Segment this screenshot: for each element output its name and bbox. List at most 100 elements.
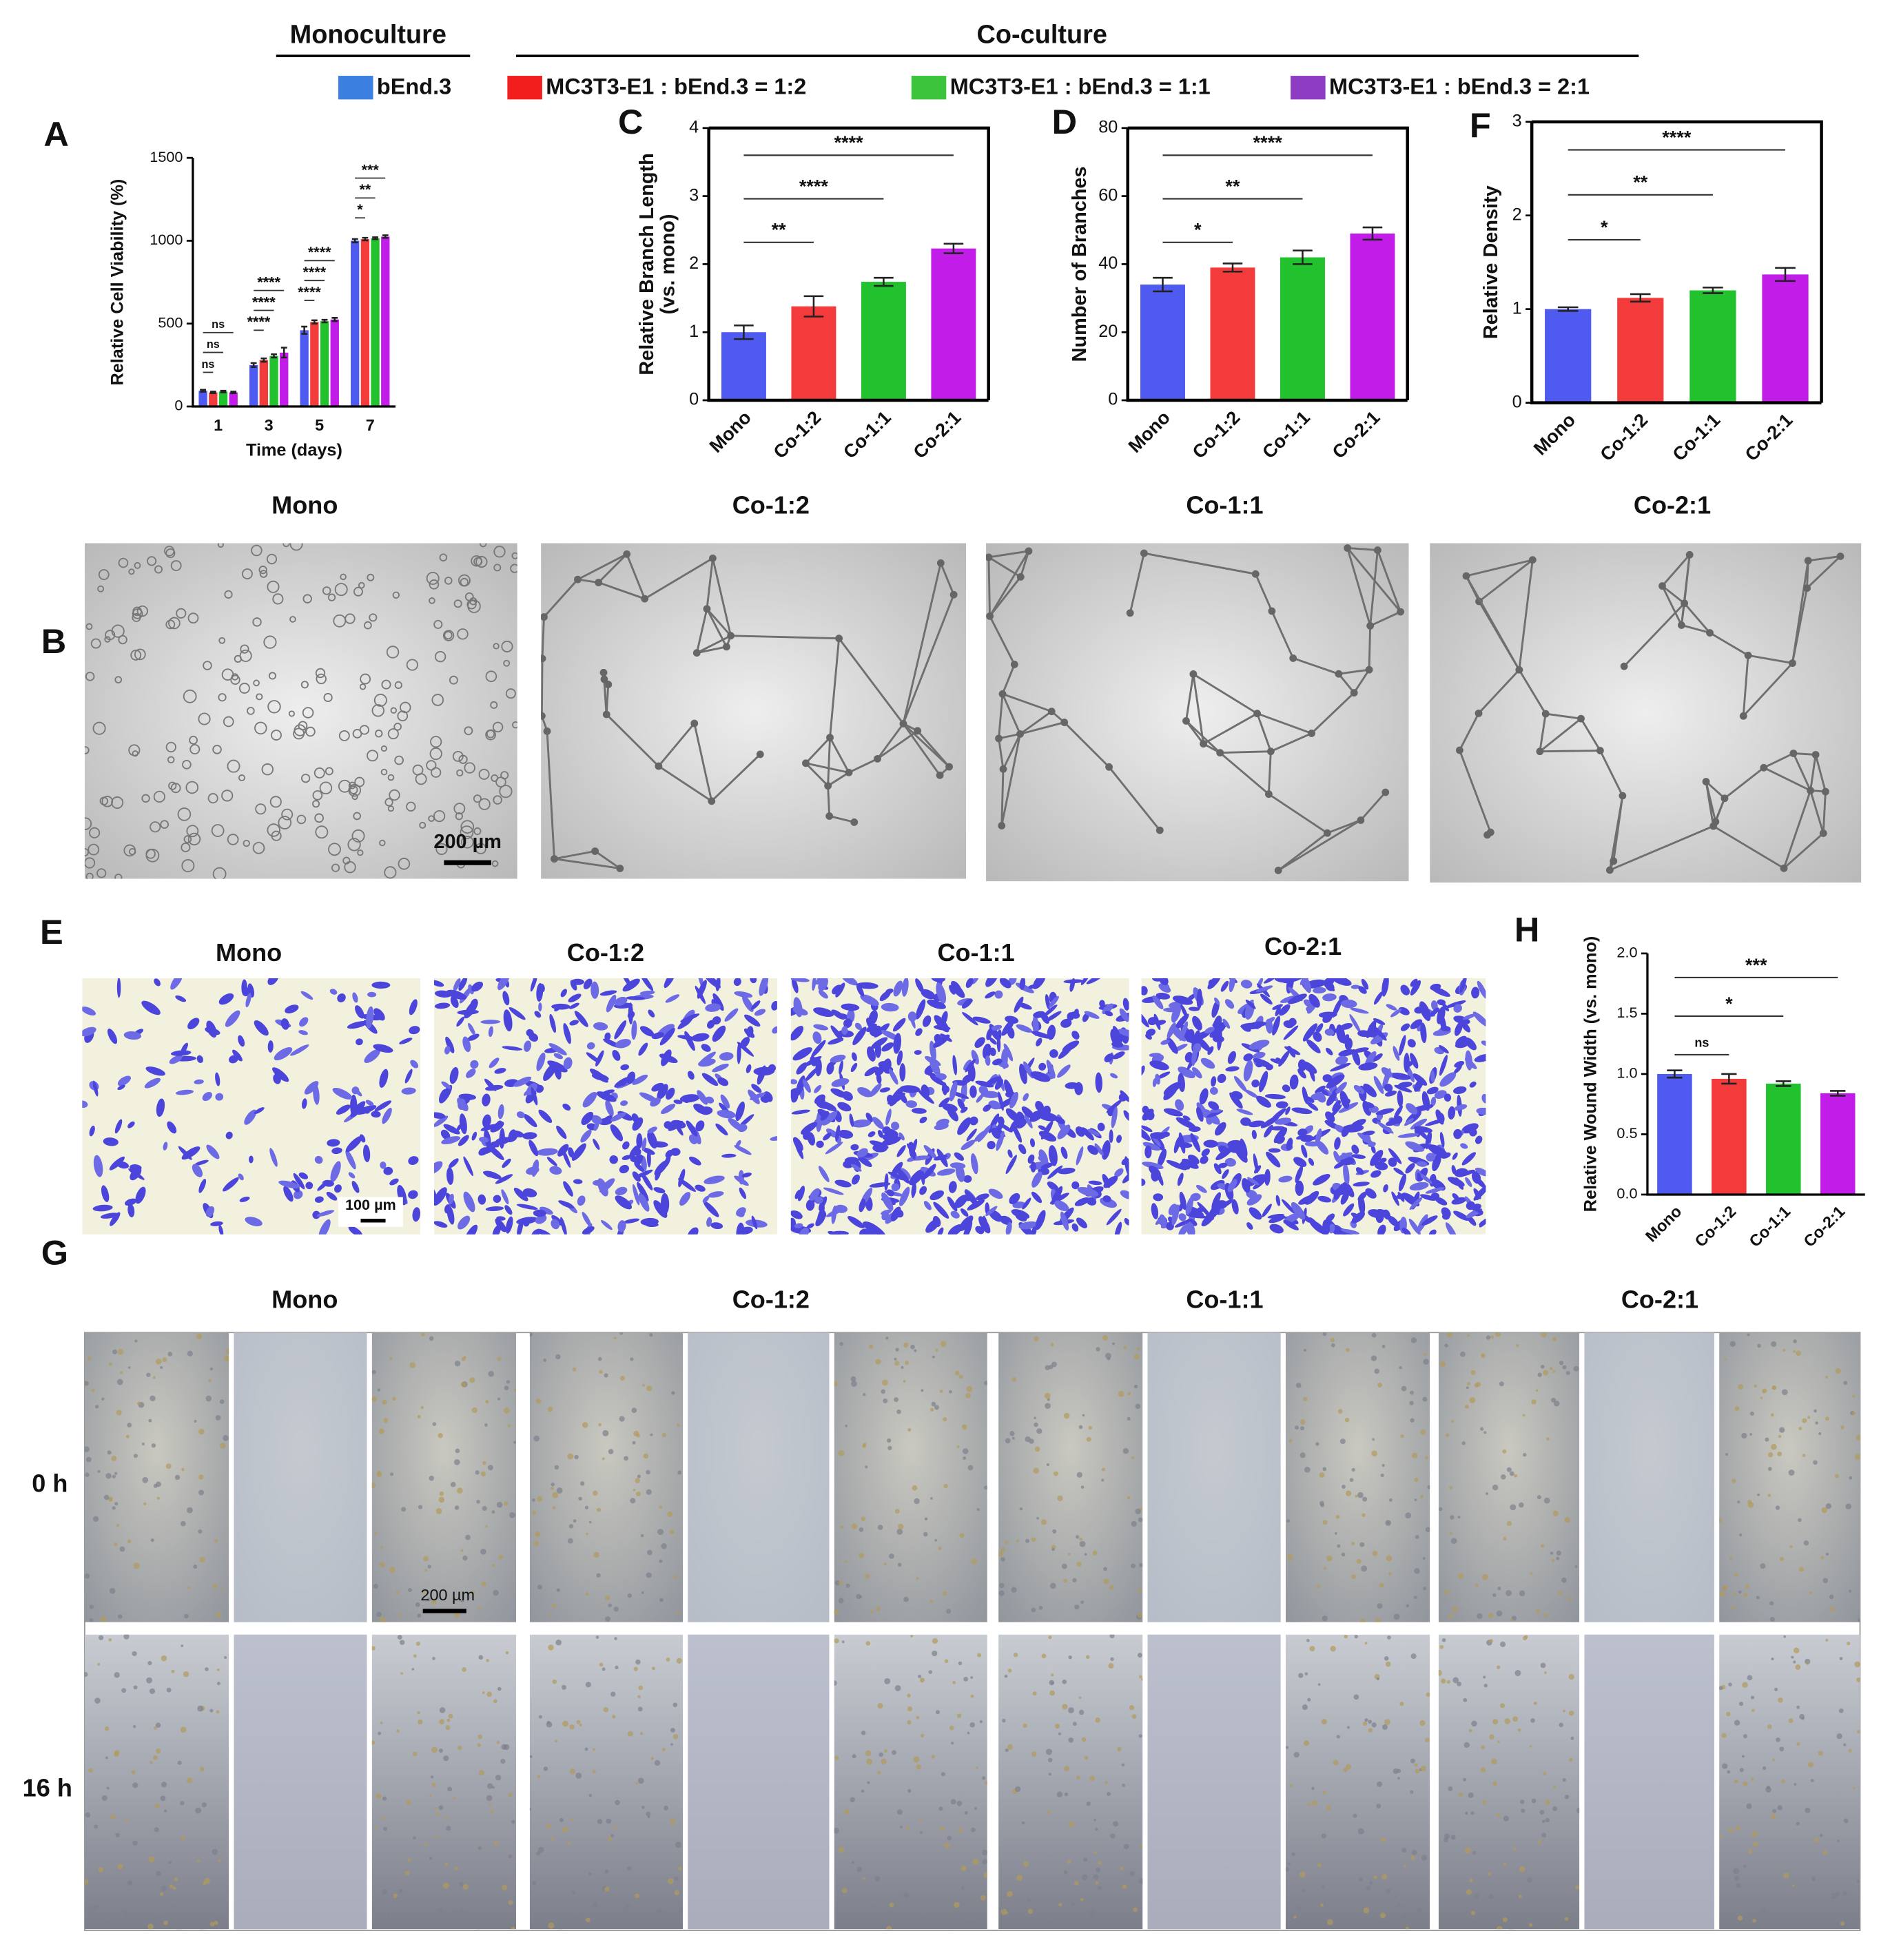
cell xyxy=(1110,1073,1118,1079)
cell xyxy=(1076,1561,1082,1567)
cell xyxy=(903,1342,909,1348)
cell xyxy=(1175,1117,1196,1129)
cell xyxy=(869,1344,874,1349)
cell xyxy=(1734,1720,1740,1726)
cell xyxy=(1559,1722,1564,1728)
cell xyxy=(834,1638,839,1644)
cell xyxy=(1340,1190,1350,1205)
cell xyxy=(746,1064,752,1073)
cell xyxy=(409,1026,420,1035)
cell xyxy=(1530,1718,1535,1723)
cell xyxy=(1215,1147,1233,1161)
cell xyxy=(462,1036,471,1053)
cell xyxy=(812,978,816,991)
cell xyxy=(631,1113,639,1123)
cell xyxy=(1064,1766,1070,1771)
cell xyxy=(376,1611,382,1618)
x-tick-label: Co-2:1 xyxy=(1800,1202,1848,1250)
cell xyxy=(877,1130,884,1138)
cell xyxy=(538,1002,542,1012)
cell xyxy=(93,1155,103,1177)
cell xyxy=(1208,979,1215,988)
cell xyxy=(407,1587,412,1592)
node xyxy=(543,727,551,735)
cell xyxy=(153,1483,158,1488)
cell xyxy=(1522,1636,1528,1640)
cell xyxy=(850,1062,858,1073)
cell xyxy=(84,1671,88,1678)
cell xyxy=(457,628,469,640)
cell xyxy=(1846,1641,1851,1646)
cell xyxy=(382,1889,388,1895)
cell xyxy=(198,1489,205,1496)
cell xyxy=(105,1756,108,1760)
tube xyxy=(1277,832,1328,871)
tube xyxy=(827,737,831,786)
cell xyxy=(595,1636,599,1639)
cell xyxy=(605,1595,610,1600)
cell xyxy=(1101,1140,1111,1160)
cell xyxy=(512,1915,515,1917)
cell xyxy=(1046,1463,1049,1467)
cell xyxy=(1005,1540,1009,1545)
cell xyxy=(1752,1831,1758,1837)
cell xyxy=(1446,1680,1450,1684)
cell xyxy=(1357,1492,1364,1498)
cell xyxy=(479,543,487,548)
cell xyxy=(841,1640,845,1644)
cell xyxy=(598,1423,602,1427)
significance-label: * xyxy=(1601,217,1608,238)
cell xyxy=(1371,1332,1377,1338)
cell xyxy=(1203,1139,1218,1148)
cell xyxy=(1016,1875,1023,1881)
cell xyxy=(293,728,305,740)
tube xyxy=(1193,673,1258,714)
cell xyxy=(440,1129,451,1140)
cell xyxy=(1285,1921,1289,1927)
cell xyxy=(757,1065,766,1085)
cell xyxy=(400,1640,405,1645)
cell xyxy=(256,693,263,701)
cell xyxy=(1522,1414,1526,1417)
cell xyxy=(1155,1020,1167,1026)
cell xyxy=(1049,1680,1055,1686)
node xyxy=(874,755,881,763)
cell xyxy=(1746,1803,1752,1809)
cell xyxy=(983,1872,987,1878)
cell xyxy=(734,1145,752,1155)
cell xyxy=(703,1201,719,1217)
cell xyxy=(108,1496,113,1501)
cell xyxy=(1362,1513,1366,1518)
image-area xyxy=(84,1332,229,1622)
cell xyxy=(1381,1066,1393,1078)
cell xyxy=(1364,1102,1375,1108)
node xyxy=(1366,621,1375,630)
cell xyxy=(283,1186,294,1202)
cell xyxy=(1005,1748,1009,1753)
cell xyxy=(1047,1398,1050,1401)
cell xyxy=(737,1042,741,1064)
node xyxy=(1344,544,1352,552)
cell xyxy=(187,832,201,846)
cell xyxy=(943,1842,950,1849)
cell xyxy=(156,1870,161,1877)
cell xyxy=(1537,1372,1542,1377)
cell xyxy=(631,1407,637,1413)
cell xyxy=(1007,1669,1012,1673)
cell xyxy=(357,849,364,856)
cell xyxy=(193,1565,198,1569)
cell xyxy=(268,672,276,680)
cell xyxy=(352,729,362,739)
tube xyxy=(1256,713,1272,752)
cell xyxy=(119,1546,125,1552)
node xyxy=(599,668,608,677)
node xyxy=(1619,792,1627,800)
cell xyxy=(1350,1007,1369,1014)
cell xyxy=(1341,1126,1350,1137)
cell xyxy=(377,1388,381,1392)
cell xyxy=(383,1418,389,1423)
cell xyxy=(1856,1434,1860,1441)
cell xyxy=(956,1445,960,1449)
cell xyxy=(1471,987,1480,999)
node xyxy=(1016,573,1025,581)
